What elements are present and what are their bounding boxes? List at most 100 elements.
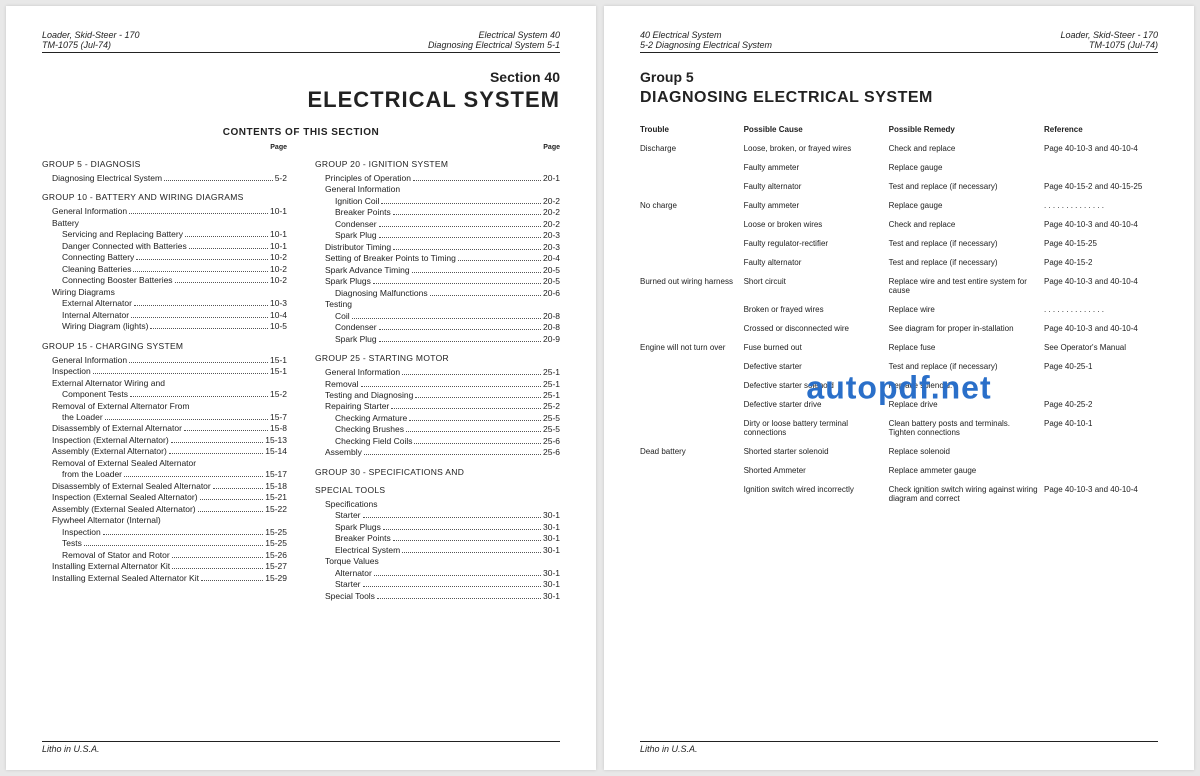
table-cell: Faulty regulator-rectifier [744,239,889,248]
table-cell: No charge [640,201,744,210]
toc-label: Specifications [325,499,377,510]
contents-label: CONTENTS OF THIS SECTION [42,127,560,138]
table-row: Faulty ammeterReplace gauge [640,163,1158,172]
table-cell: Broken or frayed wires [744,305,889,314]
toc-page: 20-6 [543,288,560,299]
toc-dots [391,408,541,409]
table-cell [1044,381,1158,390]
toc-dots [352,318,541,319]
toc-line: General Information [315,184,560,195]
page-label: Page [42,144,287,151]
toc-page: 15-25 [265,527,287,538]
table-cell: Faulty ammeter [744,201,889,210]
toc-page: 30-1 [543,579,560,590]
table-cell [640,419,744,437]
toc-page: 10-1 [270,206,287,217]
toc-label: the Loader [62,412,103,423]
toc-line: Checking Field Coils25-6 [315,436,560,447]
table-cell [640,362,744,371]
header-right: Electrical System 40 Diagnosing Electric… [428,30,560,50]
toc-page: 20-2 [543,219,560,230]
toc-label: External Alternator Wiring and [52,378,165,389]
toc-dots [136,259,268,260]
toc-line: Spark Plug20-9 [315,334,560,345]
toc-line: Starter30-1 [315,510,560,521]
th-reference: Reference [1044,125,1158,134]
footer: Litho in U.S.A. [42,741,560,754]
table-cell: Page 40-10-3 and 40-10-4 [1044,324,1158,333]
toc-page: 30-1 [543,533,560,544]
table-cell [1044,447,1158,456]
toc-page: 5-2 [275,173,287,184]
toc-line: Internal Alternator10-4 [42,310,287,321]
table-cell [640,239,744,248]
toc-dots [374,575,541,576]
toc-line: Breaker Points30-1 [315,533,560,544]
table-cell: Check ignition switch wiring against wir… [889,485,1044,503]
toc-dots [124,476,263,477]
table-row: Broken or frayed wiresReplace wire. . . … [640,305,1158,314]
toc-label: General Information [325,184,400,195]
toc-dots [172,568,263,569]
toc-label: Checking Field Coils [335,436,412,447]
toc-label: Internal Alternator [62,310,129,321]
toc-label: Wiring Diagram (lights) [62,321,148,332]
table-cell: Page 40-10-3 and 40-10-4 [1044,485,1158,503]
toc-line: Tests15-25 [42,538,287,549]
toc-line: Inspection15-1 [42,366,287,377]
toc-page: 10-2 [270,252,287,263]
toc-label: Inspection (External Sealed Alternator) [52,492,198,503]
table-cell [640,220,744,229]
hdr-tr1: Loader, Skid-Steer - 170 [1060,30,1158,40]
toc-page: 10-2 [270,264,287,275]
toc-label: Special Tools [325,591,375,602]
toc-label: Starter [335,510,361,521]
toc-dots [198,511,264,512]
toc-label: Distributor Timing [325,242,391,253]
header-right: Loader, Skid-Steer - 170 TM-1075 (Jul-74… [1060,30,1158,50]
toc-label: General Information [52,206,127,217]
header-rule [42,52,560,53]
toc-line: Component Tests15-2 [42,389,287,400]
toc-dots [381,203,541,204]
toc-page: 30-1 [543,591,560,602]
toc-line: Removal of External Alternator From [42,401,287,412]
toc-line: Specifications [315,499,560,510]
toc-page: 15-1 [270,355,287,366]
toc-line: Principles of Operation20-1 [315,173,560,184]
toc-label: Ignition Coil [335,196,379,207]
toc-label: Electrical System [335,545,400,556]
toc-label: Setting of Breaker Points to Timing [325,253,456,264]
toc-line: Condenser20-8 [315,322,560,333]
toc-dots [361,386,541,387]
toc-line: Setting of Breaker Points to Timing 20-4 [315,253,560,264]
table-row: Defective starterTest and replace (if ne… [640,362,1158,371]
table-cell: Crossed or disconnected wire [744,324,889,333]
toc-line: General Information 15-1 [42,355,287,366]
toc-label: Starter [335,579,361,590]
table-cell: . . . . . . . . . . . . . . [1044,201,1158,210]
toc-line: Inspection (External Sealed Alternator)1… [42,492,287,503]
toc-label: Removal [325,379,359,390]
table-cell: Shorted starter solenoid [744,447,889,456]
toc-dots [379,226,541,227]
toc-dots [200,499,264,500]
toc-dots [409,420,541,421]
toc-line: the Loader15-7 [42,412,287,423]
toc-line: Removal of External Sealed Alternator [42,458,287,469]
toc-page: 20-5 [543,265,560,276]
toc-dots [130,396,268,397]
toc-dots [213,488,264,489]
toc-label: Inspection [62,527,101,538]
toc-page: 20-8 [543,311,560,322]
toc-dots [379,237,541,238]
toc-dots [414,443,541,444]
toc-page: 20-9 [543,334,560,345]
toc-line: Spark Plugs20-5 [315,276,560,287]
toc-page: 20-4 [543,253,560,264]
toc-label: General Information [52,355,127,366]
toc-dots [129,213,268,214]
table-cell [640,381,744,390]
toc-page: 15-17 [265,469,287,480]
toc-page: 15-13 [265,435,287,446]
